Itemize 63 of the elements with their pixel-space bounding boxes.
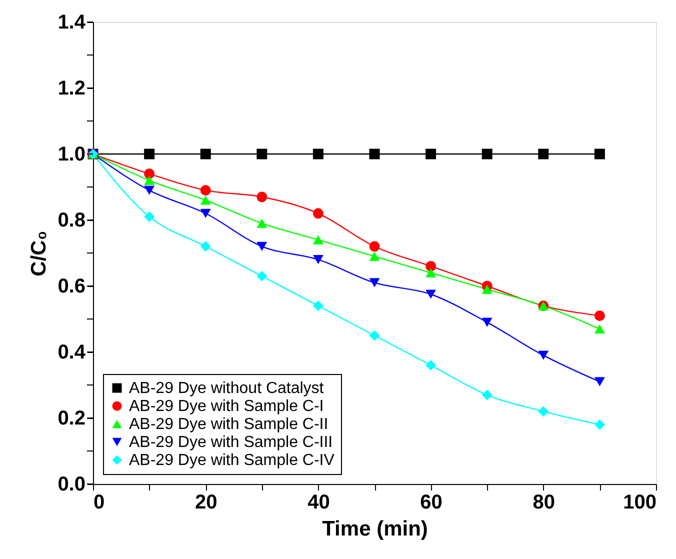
point (200, 241, 211, 252)
point (482, 148, 492, 160)
point (538, 350, 549, 360)
y-tick-label: 0.2 (58, 408, 86, 430)
point (369, 252, 380, 261)
point (144, 176, 155, 185)
point (200, 196, 211, 205)
y-axis-title: C/C₀ (28, 230, 51, 276)
point (369, 148, 380, 160)
legend-label: AB-29 Dye with Sample C-IV (129, 452, 335, 469)
point (594, 419, 605, 430)
x-tick-label: 60 (420, 492, 442, 514)
point (144, 168, 155, 180)
point (256, 192, 268, 202)
point (200, 208, 211, 218)
point (312, 208, 324, 219)
point (200, 185, 211, 196)
point (594, 324, 605, 334)
point (312, 300, 324, 312)
point (482, 284, 492, 294)
point (369, 278, 380, 288)
y-tick-label: 0.0 (58, 474, 86, 496)
point (312, 235, 324, 244)
point (312, 255, 324, 264)
legend-label: AB-29 Dye with Sample C-III (129, 434, 333, 451)
point (426, 360, 436, 370)
x-tick-label: 0 (94, 492, 105, 514)
y-tick-label: 1.0 (58, 144, 86, 166)
point (426, 268, 436, 278)
x-tick-label: 100 (623, 492, 656, 514)
point (594, 310, 605, 321)
point (369, 241, 380, 252)
point (144, 211, 155, 222)
point (594, 377, 605, 386)
x-axis-title: Time (min) (322, 518, 428, 540)
point (312, 148, 324, 160)
point (256, 218, 268, 228)
point (426, 148, 436, 160)
point (144, 148, 155, 160)
point (482, 318, 492, 327)
point (256, 242, 268, 251)
y-tick-label: 0.4 (58, 342, 86, 364)
point (256, 148, 268, 160)
y-tick-label: 0.8 (58, 210, 86, 232)
x-tick-label: 20 (194, 492, 218, 514)
x-tick-label: 80 (532, 492, 556, 514)
point (482, 390, 492, 400)
point (369, 330, 380, 341)
legend-label: AB-29 Dye with Sample C-II (129, 416, 328, 433)
y-tick-label: 1.4 (58, 12, 86, 34)
point (538, 148, 549, 160)
y-tick-label: 1.2 (58, 78, 86, 100)
legend-label: AB-29 Dye without Catalyst (129, 380, 324, 397)
point (426, 290, 436, 299)
point (256, 270, 268, 282)
legend-label: AB-29 Dye with Sample C-I (129, 398, 324, 415)
point (200, 148, 211, 160)
point (594, 148, 605, 160)
point (538, 406, 549, 417)
y-tick-label: 0.6 (58, 276, 86, 298)
point (144, 186, 155, 195)
point (426, 260, 436, 272)
x-tick-label: 40 (308, 492, 330, 514)
